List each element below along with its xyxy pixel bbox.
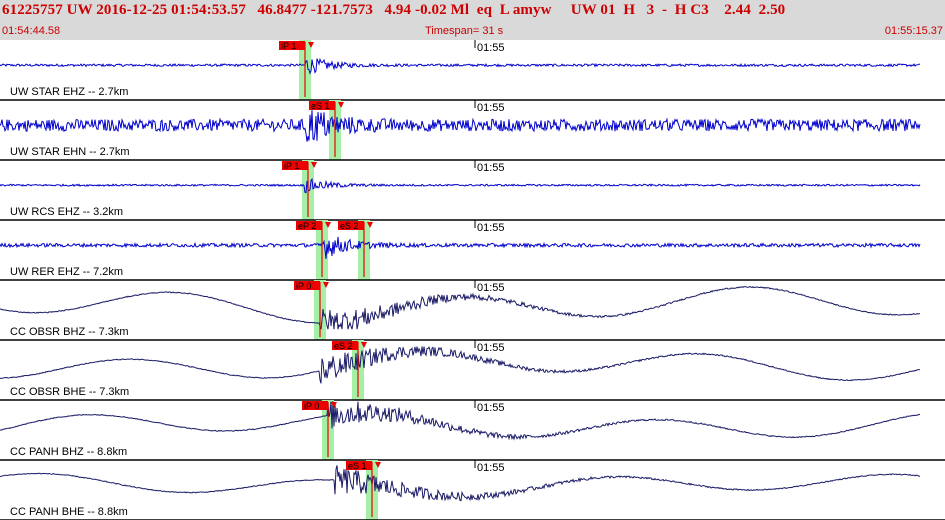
event-header: 61225757 UW 2016-12-25 01:54:53.57 46.84… <box>0 0 945 40</box>
start-time: 01:54:44.58 <box>2 25 61 37</box>
pick-label: eS 1 <box>311 101 330 111</box>
time-tick-label: 01:55 <box>477 342 505 354</box>
waveform-trace <box>0 236 921 259</box>
time-tick-label: 01:55 <box>477 402 505 414</box>
pick-label: iP 1 <box>281 41 296 51</box>
waveform-trace <box>0 346 921 384</box>
pick-flag[interactable] <box>346 461 372 470</box>
waveform-trace <box>0 285 921 330</box>
channel-label: CC OBSR BHZ -- 7.3km <box>10 326 129 338</box>
waveform-trace <box>0 465 920 502</box>
pick-label: iP 1 <box>284 161 299 171</box>
channel-row[interactable]: 01:55 eS 1 CC PANH BHE -- 8.8km <box>0 460 945 520</box>
pick-triangle-icon <box>361 342 367 348</box>
channel-row[interactable]: 01:55 iP 0 CC OBSR BHZ -- 7.3km <box>0 280 945 341</box>
waveform-trace <box>0 57 921 75</box>
pick-flag[interactable] <box>332 341 358 350</box>
end-time: 01:55:15.37 <box>884 25 943 37</box>
time-tick-label: 01:55 <box>477 102 505 114</box>
waveform-trace <box>0 401 921 441</box>
pick-triangle-icon <box>308 42 314 48</box>
channel-row[interactable]: 01:55 iP 1 UW RCS EHZ -- 3.2km <box>0 160 945 221</box>
channel-row[interactable]: 01:55 eP 2 eS 2 UW RER EHZ -- 7.2km <box>0 220 945 281</box>
time-tick-label: 01:55 <box>477 222 505 234</box>
waveform-trace <box>0 110 921 142</box>
pick-triangle-icon <box>323 282 329 288</box>
pick-flag[interactable] <box>296 221 322 230</box>
channel-label: UW RER EHZ -- 7.2km <box>10 266 123 278</box>
pick-flag[interactable] <box>302 401 328 410</box>
pick-label: iP 0 <box>304 401 319 411</box>
waveform-trace <box>0 177 921 194</box>
pick-triangle-icon <box>338 102 344 108</box>
pick-label: eS 2 <box>334 341 353 351</box>
pick-triangle-icon <box>331 402 337 408</box>
channel-row[interactable]: 01:55 eS 1 UW STAR EHN -- 2.7km <box>0 100 945 161</box>
pick-flag[interactable] <box>279 41 305 50</box>
channel-label: CC PANH BHE -- 8.8km <box>10 506 128 518</box>
pick-triangle-icon <box>375 462 381 468</box>
pick-label: eS 2 <box>340 221 359 231</box>
pick-label: eS 1 <box>348 461 367 471</box>
pick-flag[interactable] <box>282 161 308 170</box>
time-tick-label: 01:55 <box>477 462 505 474</box>
time-tick-label: 01:55 <box>477 162 505 174</box>
pick-label: iP 0 <box>296 281 311 291</box>
channel-label: CC PANH BHZ -- 8.8km <box>10 446 127 458</box>
pick-flag[interactable] <box>309 101 335 110</box>
channel-label: UW RCS EHZ -- 3.2km <box>10 206 123 218</box>
pick-flag[interactable] <box>338 221 364 230</box>
pick-flag[interactable] <box>294 281 320 290</box>
channel-label: CC OBSR BHE -- 7.3km <box>10 386 129 398</box>
timespan: Timespan= 31 s <box>425 25 504 37</box>
seismogram-panel[interactable]: 01:55 iP 1 UW STAR EHZ -- 2.7km 01:55 eS 1 UW… <box>0 40 945 520</box>
time-tick-label: 01:55 <box>477 282 505 294</box>
pick-triangle-icon <box>311 162 317 168</box>
pick-triangle-icon <box>325 222 331 228</box>
channel-label: UW STAR EHN -- 2.7km <box>10 146 130 158</box>
channel-label: UW STAR EHZ -- 2.7km <box>10 86 128 98</box>
pick-label: eP 2 <box>298 221 316 231</box>
channel-row[interactable]: 01:55 iP 0 CC PANH BHZ -- 8.8km <box>0 400 945 461</box>
channel-row[interactable]: 01:55 eS 2 CC OBSR BHE -- 7.3km <box>0 340 945 401</box>
channel-row[interactable]: 01:55 iP 1 UW STAR EHZ -- 2.7km <box>0 40 945 101</box>
event-summary: 61225757 UW 2016-12-25 01:54:53.57 46.84… <box>2 2 786 18</box>
pick-triangle-icon <box>367 222 373 228</box>
time-tick-label: 01:55 <box>477 42 505 54</box>
